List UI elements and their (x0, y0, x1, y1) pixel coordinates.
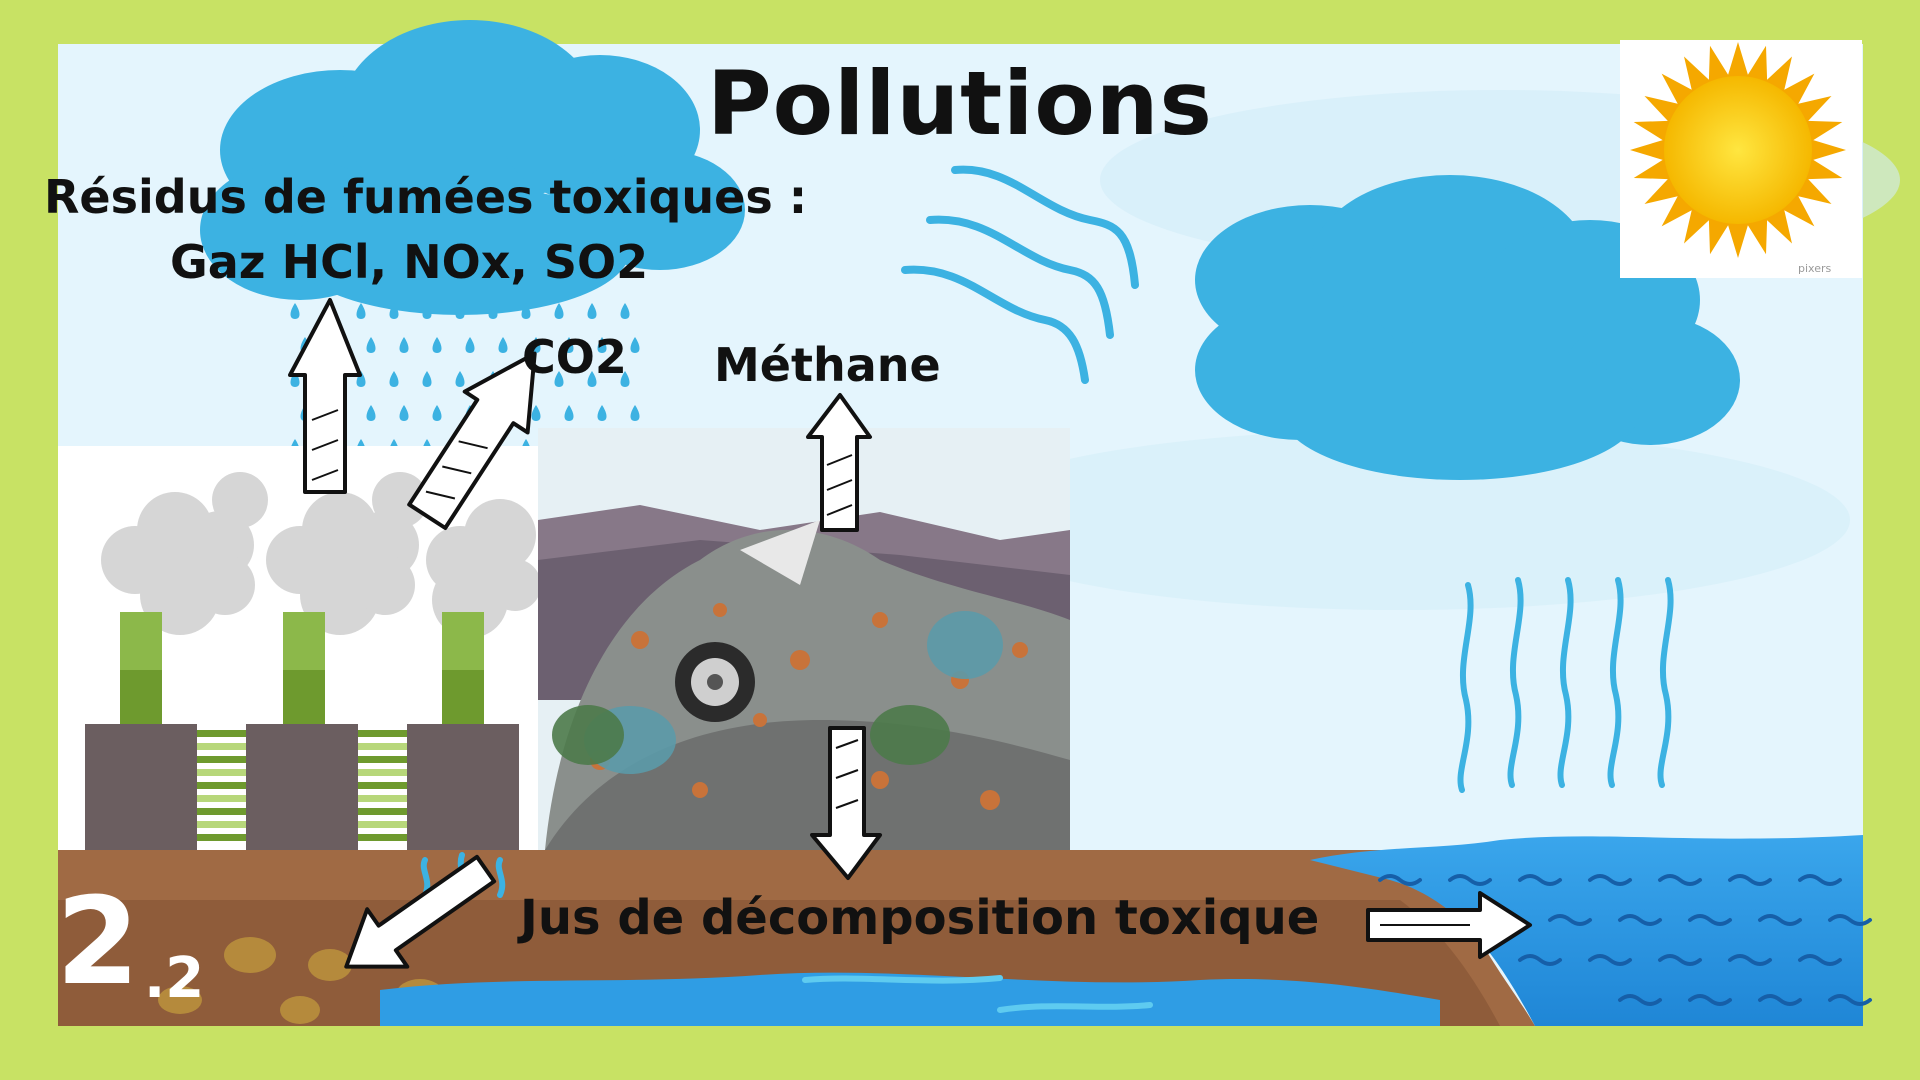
raindrop (554, 303, 564, 319)
cloud-icon-left (200, 20, 745, 315)
factory-stripe (358, 782, 407, 789)
sea-wave (1658, 954, 1702, 966)
raindrop (432, 337, 442, 353)
raindrop (366, 337, 376, 353)
raindrop (587, 303, 597, 319)
raindrop (587, 371, 597, 387)
factory-stripe (197, 821, 246, 828)
raindrop (366, 405, 376, 421)
raindrop (554, 371, 564, 387)
sea-wave (1618, 994, 1662, 1006)
raindrop (531, 337, 541, 353)
raindrop (465, 337, 475, 353)
sea-wave (1588, 874, 1632, 886)
page-title: Pollutions (707, 52, 1213, 155)
sea-wave (1658, 874, 1702, 886)
sea-wave (1798, 874, 1842, 886)
raindrop (620, 371, 630, 387)
cloud-icon-right (1195, 175, 1740, 480)
raindrop (564, 405, 574, 421)
sea-wave (1798, 954, 1842, 966)
sea-wave (1758, 994, 1802, 1006)
raindrop (521, 303, 531, 319)
raindrop (432, 405, 442, 421)
factory-stripe (358, 743, 407, 750)
arrow-right-icon-sea (1366, 891, 1532, 959)
sea-wave (1758, 914, 1802, 926)
evaporation-icon (1457, 577, 1674, 793)
watermark: pixers (1798, 262, 1832, 275)
sea-wave (1688, 994, 1732, 1006)
raindrop (630, 337, 640, 353)
section-badge: 2 .2 (56, 868, 236, 1028)
raindrop (422, 371, 432, 387)
raindrop (620, 303, 630, 319)
factory-stripe (197, 782, 246, 789)
factory-stripe (197, 743, 246, 750)
raindrop (630, 405, 640, 421)
landfill-icon (538, 428, 1070, 850)
raindrop (399, 405, 409, 421)
raindrop (422, 303, 432, 319)
factory-stripe (197, 834, 246, 841)
raindrop (597, 337, 607, 353)
sea-wave (1828, 994, 1872, 1006)
sun-icon (1620, 40, 1862, 278)
arrow-up-icon-fumes (288, 298, 362, 494)
sea-wave (1548, 914, 1592, 926)
raindrop (389, 303, 399, 319)
factory-stripe (358, 795, 407, 802)
label-toxic-gases: Gaz HCl, NOx, SO2 (170, 235, 649, 289)
sea-wave (1828, 914, 1872, 926)
arrow-down-icon-landfill (810, 726, 882, 880)
arrow-up-icon-methane (806, 393, 872, 532)
sea-wave (1728, 874, 1772, 886)
factory-stripe (197, 769, 246, 776)
sea-wave (1448, 874, 1492, 886)
sea-wave (1588, 954, 1632, 966)
factory-stripe (197, 795, 246, 802)
factory-stripe (358, 756, 407, 763)
raindrop (356, 303, 366, 319)
arrow-up-icon-co2 (407, 351, 537, 531)
raindrop (531, 405, 541, 421)
section-subnumber: .2 (144, 946, 205, 1011)
raindrop (597, 405, 607, 421)
factory-stripe (358, 730, 407, 737)
tire-icon (675, 642, 755, 722)
section-number: 2 (56, 873, 140, 1012)
raindrop (498, 337, 508, 353)
raindrop (399, 337, 409, 353)
factory-stripe (358, 821, 407, 828)
factory-stripe (197, 756, 246, 763)
factory-stripe (358, 834, 407, 841)
label-co2: CO2 (522, 330, 627, 384)
factory-stripe (358, 769, 407, 776)
sea-wave (1518, 874, 1562, 886)
raindrop (488, 303, 498, 319)
sea-wave (1688, 914, 1732, 926)
sea-wave (1518, 954, 1562, 966)
label-toxic-leachate: Jus de décomposition toxique (520, 890, 1320, 946)
sea-wave (1378, 874, 1422, 886)
wind-icon (901, 165, 1139, 384)
label-toxic-fumes: Résidus de fumées toxiques : (44, 170, 808, 224)
raindrop (455, 371, 465, 387)
label-methane: Méthane (714, 338, 941, 392)
raindrop (455, 303, 465, 319)
sea-wave (1618, 914, 1662, 926)
factory-stripe (358, 808, 407, 815)
factory-stripe (197, 730, 246, 737)
raindrop (389, 371, 399, 387)
raindrop (564, 337, 574, 353)
factory-icon (85, 472, 541, 850)
factory-stripe (197, 808, 246, 815)
arrow-down-left-icon-soil (344, 854, 497, 969)
sea-wave (1728, 954, 1772, 966)
sea (1310, 835, 1872, 1026)
raindrop (290, 303, 300, 319)
